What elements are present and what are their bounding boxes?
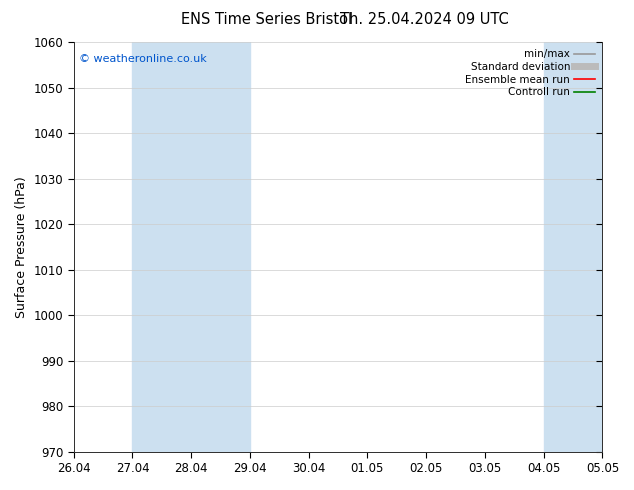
- Text: ENS Time Series Bristol: ENS Time Series Bristol: [181, 12, 352, 27]
- Bar: [133, 42, 250, 452]
- Legend: min/max, Standard deviation, Ensemble mean run, Controll run: min/max, Standard deviation, Ensemble me…: [463, 47, 597, 99]
- Bar: [543, 42, 631, 452]
- Text: © weatheronline.co.uk: © weatheronline.co.uk: [79, 54, 207, 64]
- Text: Th. 25.04.2024 09 UTC: Th. 25.04.2024 09 UTC: [340, 12, 509, 27]
- Y-axis label: Surface Pressure (hPa): Surface Pressure (hPa): [15, 176, 28, 318]
